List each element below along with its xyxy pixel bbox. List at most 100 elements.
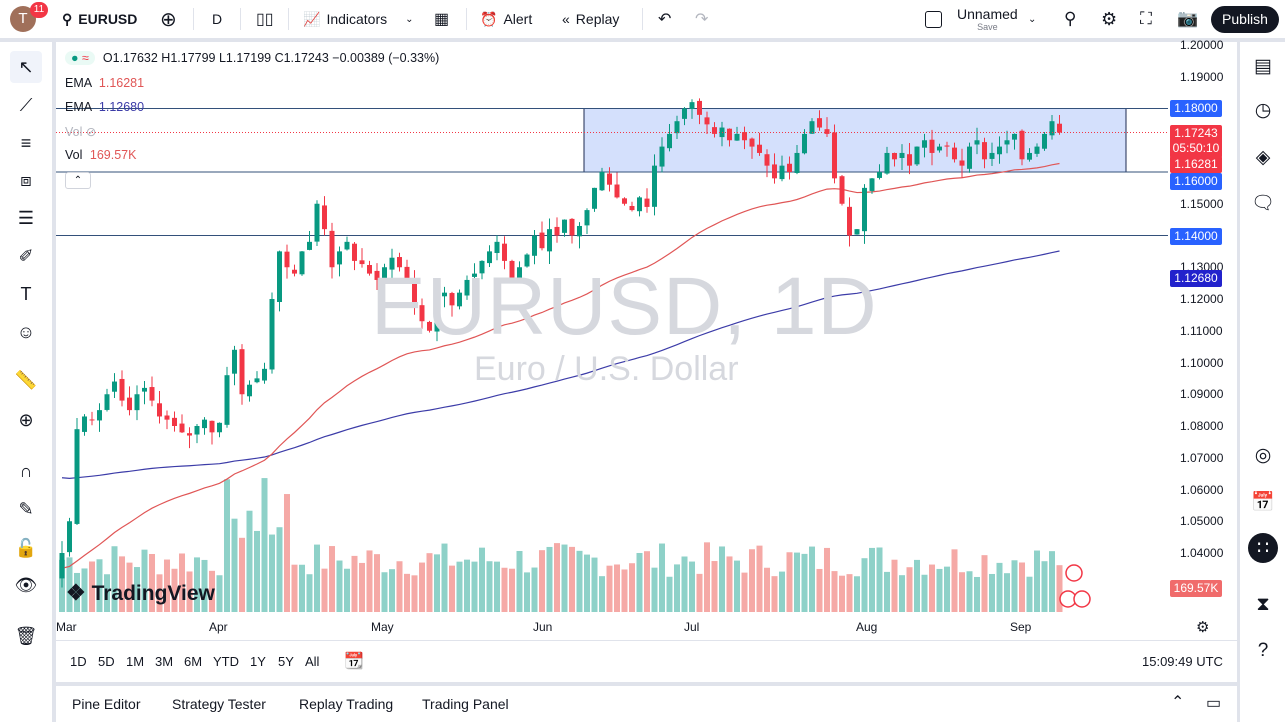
apps-grid-icon[interactable]: ∷ xyxy=(1248,533,1278,563)
ema1-legend[interactable]: EMA 1.16281 xyxy=(65,76,144,90)
fullscreen-icon[interactable]: ⛶ xyxy=(1140,9,1152,28)
layouts-icon[interactable]: ▦ xyxy=(434,11,450,28)
broadcast-icon[interactable]: ⧗ xyxy=(1256,594,1270,615)
volume-bar xyxy=(321,568,328,612)
candle-body xyxy=(899,152,905,158)
volume-bar xyxy=(254,530,260,612)
range-6m[interactable]: 6M xyxy=(184,654,203,669)
candle-body xyxy=(772,164,777,179)
chevron-down-icon[interactable]: ⌄ xyxy=(1028,13,1037,25)
candle-body xyxy=(472,273,477,277)
lock-icon[interactable]: 🔓 xyxy=(14,537,38,558)
candle-body xyxy=(1057,123,1062,133)
volume-bar xyxy=(749,549,755,612)
compare-plus-icon[interactable]: ⊕ xyxy=(160,8,177,31)
volume-bar xyxy=(269,534,275,612)
camera-icon[interactable]: 📷 xyxy=(1177,9,1199,28)
candle-body xyxy=(974,140,980,145)
eye-off-icon[interactable]: ⊘ xyxy=(85,125,97,139)
layout-checkbox-icon[interactable] xyxy=(925,0,942,38)
settings-gear-icon[interactable]: ⚙ xyxy=(1101,8,1118,29)
volume-bar xyxy=(996,562,1003,612)
time-tick: Mar xyxy=(56,620,77,634)
axis-settings-gear-icon[interactable]: ⚙ xyxy=(1196,619,1210,636)
help-icon[interactable]: ? xyxy=(1257,640,1269,661)
range-1m[interactable]: 1M xyxy=(126,654,145,669)
quick-search-icon[interactable]: ⚲ xyxy=(1064,9,1077,28)
eye-icon[interactable]: 👁 xyxy=(14,574,38,595)
collapse-legend-chevron-up-icon[interactable]: ⌃ xyxy=(65,172,91,189)
volume-bar xyxy=(456,561,463,612)
ruler-icon[interactable]: 📏 xyxy=(14,369,38,390)
range-3m[interactable]: 3M xyxy=(155,654,174,669)
candle-body xyxy=(577,225,582,237)
volume-bar xyxy=(246,510,253,612)
tab-replay-trading[interactable]: Replay Trading xyxy=(299,696,394,712)
tab-pine-editor[interactable]: Pine Editor xyxy=(72,696,141,712)
horizontal-lines-icon[interactable]: ≡ xyxy=(20,132,32,153)
volume-bar xyxy=(974,576,980,612)
chart-pane[interactable]: EURUSD, 1D Euro / U.S. Dollar ❖ TradingV… xyxy=(56,38,1237,682)
trend-line-icon[interactable]: ⟋ xyxy=(19,94,33,115)
range-5y[interactable]: 5Y xyxy=(278,654,294,669)
market-status-icon[interactable]: ● ≈ xyxy=(65,51,95,65)
alert-button[interactable]: ⏰ Alert xyxy=(480,0,532,38)
vol-hidden-legend[interactable]: Vol ⊘ xyxy=(65,124,96,139)
volume-bar xyxy=(74,572,80,612)
layout-name-button[interactable]: Unnamed Save xyxy=(957,6,1018,32)
vol-legend[interactable]: Vol 169.57K xyxy=(65,148,136,162)
volume-bar xyxy=(404,573,410,612)
range-all[interactable]: All xyxy=(305,654,320,669)
indicators-button[interactable]: 📈 Indicators ⌄ xyxy=(303,0,414,38)
alerts-clock-icon[interactable]: ◷ xyxy=(1254,99,1272,121)
magnet-icon[interactable]: ∩ xyxy=(19,460,33,481)
ema2-legend[interactable]: EMA 1.12680 xyxy=(65,100,144,114)
chevron-up-icon[interactable]: ⌃ xyxy=(1171,694,1185,711)
undo-icon[interactable]: ↶ xyxy=(658,11,672,28)
target-icon[interactable]: ◎ xyxy=(1254,444,1272,466)
chat-icon[interactable]: 🗨 xyxy=(1250,193,1276,214)
right-sidebar: ▤ ◷ ◈ 🗨 ◎ 📅 ∷ ⧗ ? xyxy=(1240,42,1285,722)
candle-body xyxy=(232,349,237,374)
candle-body xyxy=(67,521,72,553)
volume-bar xyxy=(599,576,605,612)
volume-bar xyxy=(359,562,365,612)
range-1d[interactable]: 1D xyxy=(70,654,87,669)
candle-body xyxy=(149,387,155,401)
watchlist-icon[interactable]: ▤ xyxy=(1254,55,1272,77)
redo-icon[interactable]: ↷ xyxy=(695,11,709,28)
indicators-label: Indicators xyxy=(326,11,388,27)
range-1y[interactable]: 1Y xyxy=(250,654,266,669)
cursor-icon[interactable]: ↖ xyxy=(10,51,42,83)
candle-body xyxy=(989,152,995,159)
range-5d[interactable]: 5D xyxy=(98,654,115,669)
interval-button[interactable]: D xyxy=(212,11,223,27)
clock[interactable]: 15:09:49 UTC xyxy=(1142,654,1223,669)
calendar-icon[interactable]: 📅 xyxy=(1251,492,1275,513)
brush-icon[interactable]: ✐ xyxy=(18,245,34,266)
pattern-icon[interactable]: ⧈ xyxy=(20,169,32,190)
text-icon[interactable]: T xyxy=(20,283,32,304)
candle-body xyxy=(1012,133,1017,140)
tab-trading-panel[interactable]: Trading Panel xyxy=(422,696,509,712)
replay-button[interactable]: « Replay xyxy=(562,0,619,38)
volume-bar xyxy=(951,549,958,612)
tab-strategy-tester[interactable]: Strategy Tester xyxy=(172,696,266,712)
layers-icon[interactable]: ◈ xyxy=(1255,146,1271,168)
fib-icon[interactable]: ☰ xyxy=(17,207,35,228)
volume-bar xyxy=(884,571,890,612)
symbol-search[interactable]: ⚲ EURUSD xyxy=(62,0,137,38)
economic-event-flag-icon xyxy=(1065,564,1083,582)
trash-icon[interactable]: 🗑 xyxy=(14,625,38,646)
zoom-in-icon[interactable]: ⊕ xyxy=(18,409,34,430)
publish-button[interactable]: Publish xyxy=(1211,6,1279,33)
candles-icon[interactable]: ▯▯ xyxy=(256,11,274,28)
range-ytd[interactable]: YTD xyxy=(213,654,239,669)
lock-drawing-icon[interactable]: ✎ xyxy=(18,498,34,519)
symbol-label: EURUSD xyxy=(78,11,138,27)
price-chart[interactable] xyxy=(56,42,1237,682)
maximize-panel-icon[interactable]: ▭ xyxy=(1206,695,1222,712)
date-range-calendar-icon[interactable]: 📆 xyxy=(344,653,364,670)
volume-bar xyxy=(126,562,133,612)
emoji-icon[interactable]: ☺ xyxy=(16,321,36,342)
